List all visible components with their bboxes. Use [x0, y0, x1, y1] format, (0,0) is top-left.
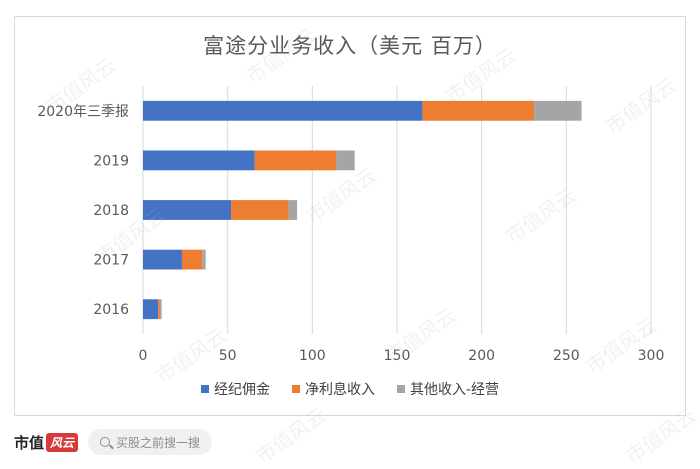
bar-segment [534, 100, 582, 121]
chart-legend: 经纪佣金 净利息收入 其他收入-经营 [0, 379, 700, 399]
brand-logo[interactable]: 市值 风云 [14, 432, 79, 453]
legend-item-brokerage: 经纪佣金 [200, 379, 270, 399]
bar-segment [159, 299, 162, 320]
y-category-label: 2019 [93, 153, 129, 169]
legend-label: 净利息收入 [304, 382, 375, 398]
chart-title: 富途分业务收入（美元 百万） [203, 34, 497, 58]
bar-segment [143, 299, 159, 320]
legend-swatch [291, 385, 300, 393]
legend-swatch [396, 385, 405, 393]
legend-swatch [200, 385, 209, 393]
y-category-label: 2018 [93, 203, 129, 219]
chart-frame [14, 16, 686, 416]
bar-segment [288, 200, 298, 220]
search-icon [100, 437, 111, 447]
y-category-label: 2017 [93, 253, 129, 269]
bar-segment [143, 249, 182, 270]
brand-text: 市值 [14, 433, 45, 452]
bar-segment [158, 299, 160, 320]
bar-segment [143, 100, 423, 121]
bar-segment [254, 150, 337, 171]
legend-item-interest: 净利息收入 [291, 379, 375, 399]
x-tick-label: 150 [384, 348, 411, 364]
search-placeholder: 买股之前搜一搜 [116, 435, 201, 450]
legend-label: 经纪佣金 [213, 382, 270, 398]
bar-segment [143, 200, 232, 220]
bar-segment [181, 249, 203, 270]
legend-item-other: 其他收入-经营 [396, 379, 500, 399]
x-tick-label: 100 [299, 348, 326, 364]
legend-label: 其他收入-经营 [409, 382, 500, 398]
x-tick-label: 50 [219, 348, 237, 364]
x-tick-label: 250 [553, 348, 580, 364]
x-tick-label: 300 [638, 348, 665, 364]
search-box[interactable]: 买股之前搜一搜 [88, 429, 213, 455]
y-category-label: 2016 [93, 302, 129, 318]
x-tick-label: 0 [139, 348, 148, 364]
bar-segment [231, 200, 289, 220]
footer-bar: 市值 风云 买股之前搜一搜 [14, 428, 213, 456]
y-category-label: 2020年三季报 [37, 104, 129, 120]
bar-segment [202, 249, 206, 270]
brand-logo-mark: 风云 [46, 432, 79, 452]
bar-segment [143, 150, 255, 171]
x-tick-label: 200 [468, 348, 495, 364]
bar-segment [422, 100, 535, 121]
bar-segment [336, 150, 355, 171]
